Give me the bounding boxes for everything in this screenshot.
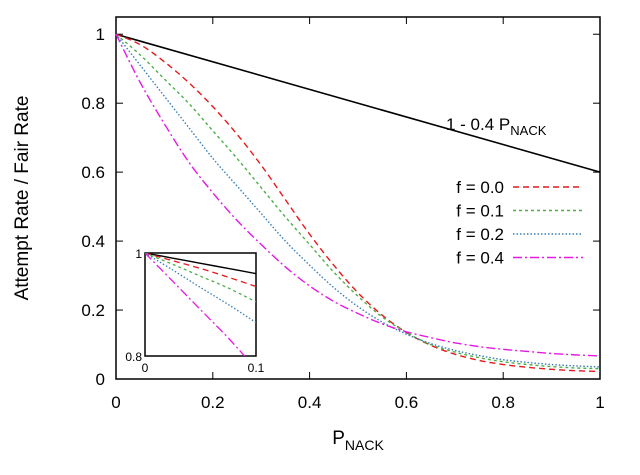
y-tick-label: 1: [96, 25, 105, 44]
inset-y-tick-label: 0.8: [125, 350, 142, 364]
legend-label: f = 0.2: [456, 225, 504, 244]
axis-ticks: 0 0.2 0.4 0.6 0.8 1 0 0.2 0.4 0.6 0.8 1: [81, 17, 605, 412]
reference-line-label-sub: NACK: [510, 123, 546, 138]
x-tick-label: 0.4: [298, 393, 322, 412]
inset-x-tick-label: 0: [142, 361, 149, 375]
y-tick-label: 0.6: [81, 163, 105, 182]
reference-line: [115, 33, 601, 173]
y-tick-label: 0.2: [81, 301, 105, 320]
legend-label: f = 0.1: [456, 202, 504, 221]
inset-frame: [144, 252, 257, 357]
inset-chart: 0.8 1 0 0.1: [125, 247, 264, 375]
inset-x-tick-label: 0.1: [248, 361, 265, 375]
legend-label: f = 0.0: [456, 178, 504, 197]
x-tick-label: 0.8: [491, 393, 515, 412]
inset-y-tick-label: 1: [135, 247, 142, 261]
series-line-0: [115, 33, 601, 373]
x-axis-title-main: P: [332, 428, 345, 449]
x-tick-label: 0.6: [395, 393, 419, 412]
reference-line-layer: [115, 33, 601, 173]
inset-series-line-3: [145, 253, 246, 356]
x-axis-title-sub: NACK: [345, 437, 385, 453]
y-tick-label: 0: [96, 370, 105, 389]
inset-series-line-1: [145, 253, 256, 303]
reference-line-label: 1 - 0.4 PNACK: [446, 115, 547, 138]
series-line-2: [115, 33, 601, 368]
inset-ticks: 0.8 1 0 0.1: [125, 247, 264, 375]
plot-frame: [115, 16, 601, 380]
x-tick-label: 0.2: [201, 393, 225, 412]
y-tick-label: 0.4: [81, 232, 105, 251]
x-axis-title: PNACK: [332, 428, 384, 453]
legend-label: f = 0.4: [456, 249, 504, 268]
y-tick-label: 0.8: [81, 94, 105, 113]
inset-lines: [145, 253, 256, 356]
inset-series-line-2: [145, 253, 256, 324]
x-tick-label: 0: [111, 393, 120, 412]
series-layer: [115, 33, 601, 373]
inset-reference-line: [145, 253, 256, 275]
legend: f = 0.0 f = 0.1 f = 0.2 f = 0.4: [456, 178, 583, 268]
y-axis-title: Attempt Rate / Fair Rate: [12, 96, 33, 301]
reference-line-label-main: 1 - 0.4 P: [446, 115, 510, 134]
series-line-1: [115, 33, 601, 370]
x-tick-label: 1: [595, 393, 604, 412]
series-line-3: [115, 33, 601, 357]
